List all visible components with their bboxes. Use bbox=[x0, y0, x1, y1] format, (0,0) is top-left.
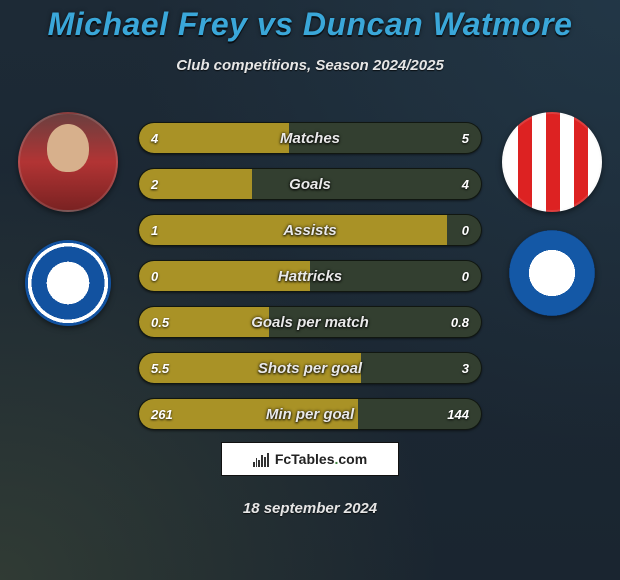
stat-fill-left bbox=[139, 215, 447, 245]
stat-row: Min per goal261144 bbox=[138, 398, 482, 430]
comparison-infographic: Michael Frey vs Duncan Watmore Club comp… bbox=[0, 0, 620, 580]
stat-fill-right bbox=[447, 215, 481, 245]
stat-fill-right bbox=[289, 123, 481, 153]
page-date: 18 september 2024 bbox=[0, 500, 620, 517]
stat-fill-left bbox=[139, 261, 310, 291]
avatar-placeholder-icon bbox=[47, 124, 89, 172]
page-title: Michael Frey vs Duncan Watmore bbox=[0, 0, 620, 43]
stat-fill-left bbox=[139, 123, 289, 153]
stat-fill-right bbox=[252, 169, 481, 199]
player-left-column bbox=[8, 112, 128, 326]
player-right-avatar bbox=[502, 112, 602, 212]
player-left-avatar bbox=[18, 112, 118, 212]
club-right-badge bbox=[509, 230, 595, 316]
stat-row: Goals24 bbox=[138, 168, 482, 200]
comparison-bars: Matches45 Goals24 Assists10 Hattricks00 Goal… bbox=[138, 122, 482, 430]
club-left-badge bbox=[25, 240, 111, 326]
branding-badge: FcTables.com bbox=[221, 442, 399, 476]
stat-row: Shots per goal5.53 bbox=[138, 352, 482, 384]
branding-text: FcTables.com bbox=[275, 451, 367, 467]
stat-row: Hattricks00 bbox=[138, 260, 482, 292]
branding-logo-icon bbox=[253, 451, 269, 467]
stat-fill-left bbox=[139, 353, 361, 383]
stat-row: Goals per match0.50.8 bbox=[138, 306, 482, 338]
stat-fill-left bbox=[139, 307, 269, 337]
stat-fill-left bbox=[139, 399, 358, 429]
stat-fill-left bbox=[139, 169, 252, 199]
content-area: Matches45 Goals24 Assists10 Hattricks00 Goal… bbox=[0, 112, 620, 442]
stat-fill-right bbox=[310, 261, 481, 291]
stat-row: Assists10 bbox=[138, 214, 482, 246]
stat-fill-right bbox=[269, 307, 481, 337]
stat-fill-right bbox=[358, 399, 481, 429]
player-right-column bbox=[492, 112, 612, 316]
stat-fill-right bbox=[361, 353, 481, 383]
stat-row: Matches45 bbox=[138, 122, 482, 154]
page-subtitle: Club competitions, Season 2024/2025 bbox=[0, 57, 620, 74]
